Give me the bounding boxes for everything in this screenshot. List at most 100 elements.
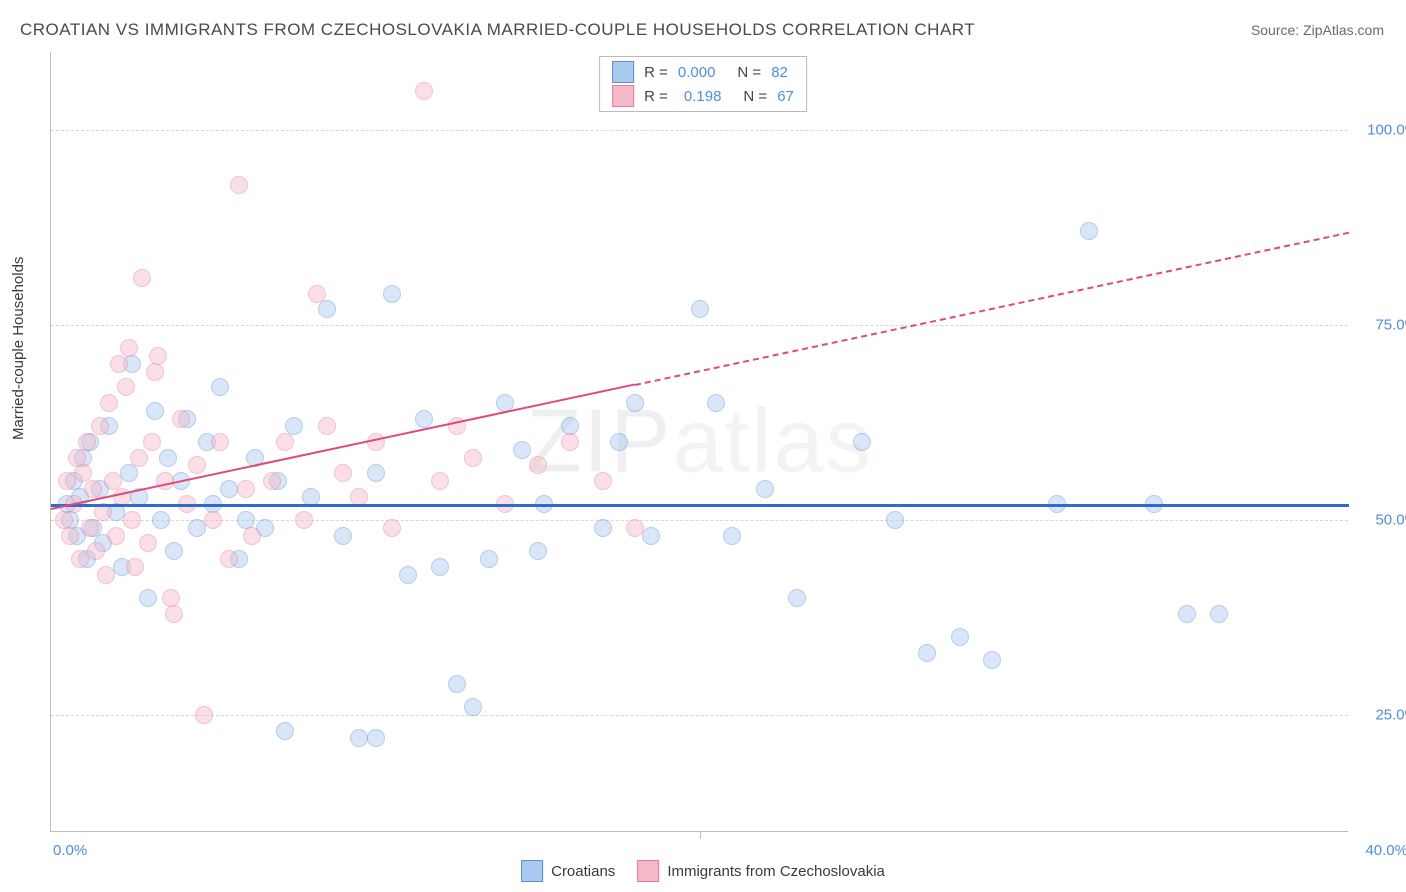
legend-row-series-1: R = 0.198 N = 67 — [612, 85, 794, 107]
data-point-series-1 — [117, 378, 135, 396]
data-point-series-0 — [1210, 605, 1228, 623]
data-point-series-0 — [367, 729, 385, 747]
data-point-series-0 — [691, 300, 709, 318]
gridline-h — [51, 130, 1348, 131]
data-point-series-1 — [230, 176, 248, 194]
data-point-series-0 — [399, 566, 417, 584]
data-point-series-0 — [886, 511, 904, 529]
data-point-series-0 — [367, 464, 385, 482]
data-point-series-1 — [78, 433, 96, 451]
data-point-series-1 — [263, 472, 281, 490]
data-point-series-0 — [302, 488, 320, 506]
trend-line — [51, 384, 636, 511]
x-tick-label: 0.0% — [53, 842, 87, 859]
data-point-series-1 — [58, 472, 76, 490]
data-point-series-0 — [480, 550, 498, 568]
data-point-series-1 — [295, 511, 313, 529]
x-tick-mark — [700, 831, 701, 839]
y-tick-label: 25.0% — [1358, 707, 1406, 724]
legend-r-label: R = — [644, 88, 668, 105]
data-point-series-1 — [110, 355, 128, 373]
legend-row-series-0: R = 0.000 N = 82 — [612, 61, 794, 83]
data-point-series-0 — [918, 644, 936, 662]
gridline-h — [51, 325, 1348, 326]
data-point-series-1 — [100, 394, 118, 412]
data-point-series-1 — [626, 519, 644, 537]
data-point-series-1 — [165, 605, 183, 623]
data-point-series-1 — [211, 433, 229, 451]
data-point-series-1 — [139, 534, 157, 552]
data-point-series-0 — [188, 519, 206, 537]
data-point-series-0 — [318, 300, 336, 318]
source-attribution: Source: ZipAtlas.com — [1251, 22, 1384, 38]
data-point-series-0 — [120, 464, 138, 482]
data-point-series-0 — [756, 480, 774, 498]
legend-n-value-0: 82 — [771, 64, 788, 81]
data-point-series-0 — [159, 449, 177, 467]
data-point-series-0 — [853, 433, 871, 451]
data-point-series-1 — [146, 363, 164, 381]
data-point-series-1 — [91, 417, 109, 435]
series-legend: Croatians Immigrants from Czechoslovakia — [521, 860, 885, 882]
legend-n-label: N = — [743, 88, 767, 105]
data-point-series-1 — [431, 472, 449, 490]
swatch-series-1 — [612, 85, 634, 107]
data-point-series-0 — [334, 527, 352, 545]
data-point-series-1 — [130, 449, 148, 467]
data-point-series-0 — [448, 675, 466, 693]
data-point-series-0 — [529, 542, 547, 560]
data-point-series-1 — [156, 472, 174, 490]
data-point-series-0 — [1178, 605, 1196, 623]
data-point-series-0 — [610, 433, 628, 451]
data-point-series-0 — [165, 542, 183, 560]
data-point-series-0 — [788, 589, 806, 607]
scatter-plot-area: ZIPatlas 25.0%50.0%75.0%100.0%0.0%40.0% — [50, 52, 1348, 832]
data-point-series-1 — [383, 519, 401, 537]
data-point-series-1 — [350, 488, 368, 506]
data-point-series-0 — [139, 589, 157, 607]
data-point-series-1 — [123, 511, 141, 529]
legend-item-0: Croatians — [521, 860, 615, 882]
data-point-series-0 — [642, 527, 660, 545]
data-point-series-0 — [464, 698, 482, 716]
data-point-series-1 — [87, 542, 105, 560]
legend-n-value-1: 67 — [777, 88, 794, 105]
data-point-series-1 — [143, 433, 161, 451]
data-point-series-0 — [951, 628, 969, 646]
data-point-series-0 — [431, 558, 449, 576]
legend-r-value-0: 0.000 — [678, 64, 716, 81]
data-point-series-0 — [211, 378, 229, 396]
data-point-series-1 — [561, 433, 579, 451]
data-point-series-0 — [146, 402, 164, 420]
data-point-series-1 — [97, 566, 115, 584]
data-point-series-0 — [723, 527, 741, 545]
legend-n-label: N = — [737, 64, 761, 81]
gridline-h — [51, 715, 1348, 716]
data-point-series-1 — [133, 269, 151, 287]
data-point-series-1 — [172, 410, 190, 428]
correlation-legend: R = 0.000 N = 82 R = 0.198 N = 67 — [599, 56, 807, 112]
swatch-series-0 — [612, 61, 634, 83]
swatch-series-0 — [521, 860, 543, 882]
data-point-series-1 — [120, 339, 138, 357]
swatch-series-1 — [637, 860, 659, 882]
y-tick-label: 50.0% — [1358, 512, 1406, 529]
data-point-series-0 — [276, 722, 294, 740]
data-point-series-1 — [318, 417, 336, 435]
trend-line — [51, 504, 1349, 507]
x-tick-label: 40.0% — [1365, 842, 1406, 859]
data-point-series-1 — [188, 456, 206, 474]
data-point-series-0 — [383, 285, 401, 303]
data-point-series-1 — [195, 706, 213, 724]
data-point-series-1 — [308, 285, 326, 303]
data-point-series-0 — [415, 410, 433, 428]
data-point-series-1 — [149, 347, 167, 365]
legend-label-0: Croatians — [551, 863, 615, 880]
data-point-series-0 — [152, 511, 170, 529]
data-point-series-1 — [220, 550, 238, 568]
legend-r-label: R = — [644, 64, 668, 81]
data-point-series-0 — [626, 394, 644, 412]
data-point-series-1 — [237, 480, 255, 498]
data-point-series-1 — [594, 472, 612, 490]
legend-r-value-1: 0.198 — [684, 88, 722, 105]
